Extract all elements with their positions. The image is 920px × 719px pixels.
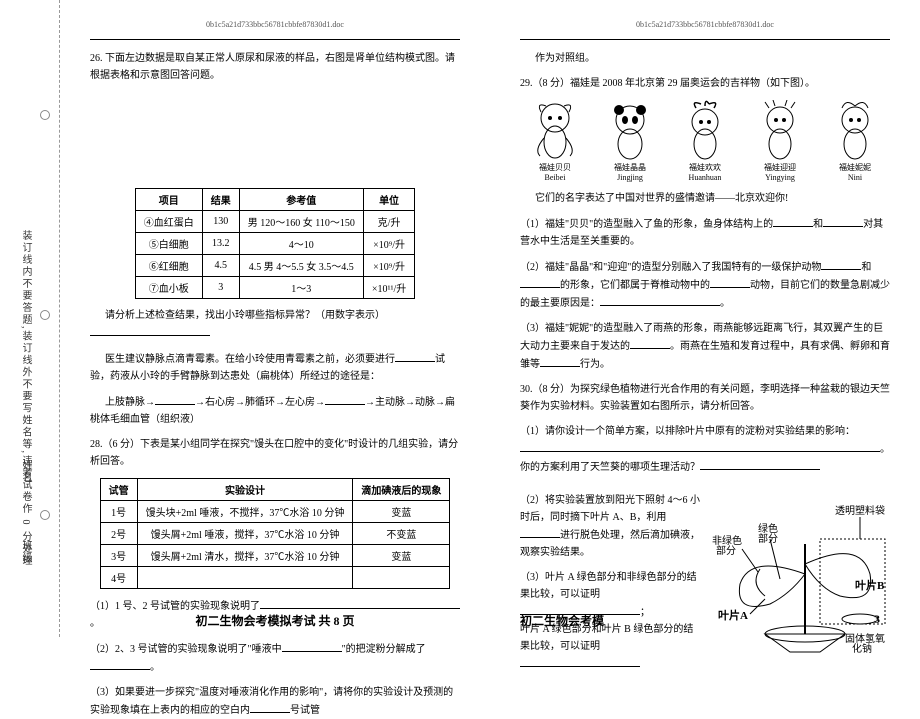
svg-text:叶片B: 叶片B xyxy=(855,578,885,592)
footer-left: 初二生物会考模拟考试 共 8 页 xyxy=(60,612,490,629)
th: 单位 xyxy=(363,189,414,211)
th: 结果 xyxy=(202,189,239,211)
binding-margin: 姓名 班级 装订线内不要答题,装订线外不要写姓名等,违者试卷作 0 分处理 xyxy=(0,0,60,637)
doc-header-left: 0b1c5a21d733bbc56781cbbfe87830d1.doc xyxy=(90,20,460,29)
mascot-yingying: 福娃迎迎Yingying xyxy=(745,100,815,182)
q28-intro: 28.（6 分）下表是某小组同学在探究"馒头在口腔中的变化"时设计的几组实验，请… xyxy=(90,436,460,470)
q29-2: （2）福娃"晶晶"和"迎迎"的造型分别融入了我国特有的一级保护动物和的形象，它们… xyxy=(520,258,890,312)
table-starch: 试管 实验设计 滴加碘液后的现象 1号馒头块+2ml 唾液，不搅拌，37℃水浴 … xyxy=(100,478,451,589)
q29-line: 它们的名字表达了中国对世界的盛情邀请——北京欢迎你! xyxy=(520,190,890,207)
th: 项目 xyxy=(135,189,202,211)
q28-3: （3）如果要进一步探究"温度对唾液消化作用的影响"，请将你的实验设计及预测的实验… xyxy=(90,684,460,719)
mascot-nini: 福娃妮妮Nini xyxy=(820,100,890,182)
mascot-jingjing: 福娃晶晶Jingjing xyxy=(595,100,665,182)
doc-header-right: 0b1c5a21d733bbc56781cbbfe87830d1.doc xyxy=(520,20,890,29)
mascot-huanhuan: 福娃欢欢Huanhuan xyxy=(670,100,740,182)
q30-1: （1）请你设计一个简单方案，以排除叶片中原有的淀粉对实验结果的影响： 。 你的方… xyxy=(520,423,890,476)
q26a: 请分析上述检查结果，找出小玲哪些指标异常？（用数字表示） xyxy=(90,307,460,342)
plant-diagram: 非绿色 部分 绿色 部分 叶片A 透明塑料袋 叶片B 固体氢氧 化钠 xyxy=(710,484,890,657)
binding-note: 装订线内不要答题,装订线外不要写姓名等,违者试卷作 0 分处理 xyxy=(18,230,33,567)
q26b: 医生建议静脉点滴青霉素。在给小玲使用青霉素之前，必须要进行试验，药液从小玲的手臂… xyxy=(90,350,460,385)
q29-intro: 29.（8 分）福娃是 2008 年北京第 29 届奥运会的吉祥物（如下图）。 xyxy=(520,75,890,92)
svg-text:部分: 部分 xyxy=(716,544,736,557)
q30-intro: 30.（8 分）为探究绿色植物进行光合作用的有关问题，李明选择一种盆栽的银边天竺… xyxy=(520,381,890,415)
q26path: 上肢静脉→→右心房→肺循环→左心房→→主动脉→动脉→扁桃体毛细血管（组织液） xyxy=(90,393,460,428)
mascots-row: 福娃贝贝Beibei 福娃晶晶Jingjing 福娃欢欢Huanhuan 福娃迎… xyxy=(520,100,890,182)
q28-2: （2）2、3 号试管的实验现象说明了"唾液中"的把淀粉分解成了。 xyxy=(90,640,460,676)
table-blood: 项目 结果 参考值 单位 ④血红蛋白130男 120～160 女 110～150… xyxy=(135,188,416,299)
page-left: 0b1c5a21d733bbc56781cbbfe87830d1.doc 26.… xyxy=(60,0,490,637)
q29-1: （1）福娃"贝贝"的造型融入了鱼的形象，鱼身体结构上的和对其营水中生活是至关重要… xyxy=(520,215,890,250)
footer-right: 初二生物会考模 3 xyxy=(490,612,920,629)
q26-intro: 26. 下面左边数据是取自某正常人原尿和尿液的样品，右图是肾单位结构模式图。请根… xyxy=(90,50,460,84)
svg-text:部分: 部分 xyxy=(758,532,778,545)
q28-cont: 作为对照组。 xyxy=(520,50,890,67)
svg-text:化钠: 化钠 xyxy=(852,642,872,654)
svg-text:透明塑料袋: 透明塑料袋 xyxy=(835,504,885,517)
page-right: 0b1c5a21d733bbc56781cbbfe87830d1.doc 作为对… xyxy=(490,0,920,637)
th: 参考值 xyxy=(239,189,363,211)
q29-3: （3）福娃"妮妮"的造型融入了雨燕的形象，雨燕能够远距离飞行，其双翼产生的巨大动… xyxy=(520,320,890,373)
mascot-beibei: 福娃贝贝Beibei xyxy=(520,100,590,182)
